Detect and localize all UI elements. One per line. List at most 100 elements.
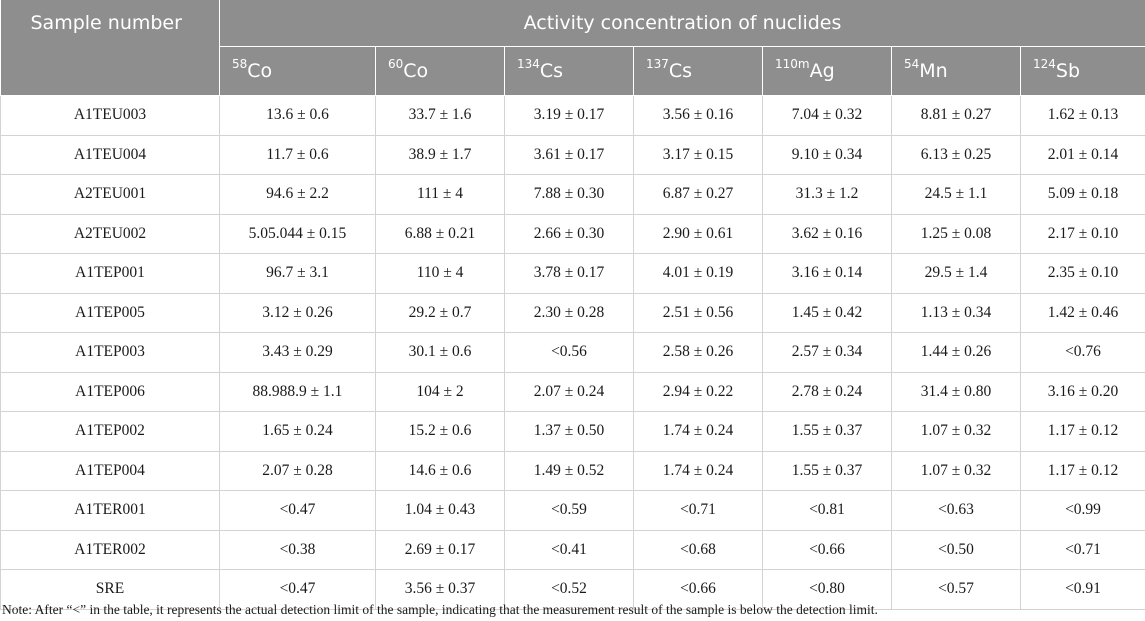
activity-value-cell: 9.10 ± 0.34 (762, 134, 892, 175)
activity-value-cell: <0.59 (504, 490, 634, 531)
element-symbol: Mn (919, 60, 948, 82)
activity-value-cell: 3.56 ± 0.37 (375, 569, 505, 610)
activity-value-cell: 3.16 ± 0.20 (1020, 371, 1145, 412)
sample-number-cell: A2TEU001 (0, 174, 220, 215)
element-symbol: Sb (1055, 60, 1081, 82)
activity-value-cell: 6.87 ± 0.27 (633, 174, 763, 215)
activity-value-cell: 1.25 ± 0.08 (891, 213, 1021, 254)
activity-value-cell: 3.56 ± 0.16 (633, 95, 763, 136)
activity-value-cell: <0.38 (219, 529, 376, 570)
table-row: A2TEU002 5.05.044 ± 0.15 6.88 ± 0.21 2.66 ±… (0, 213, 1145, 254)
activity-value-cell: 2.35 ± 0.10 (1020, 253, 1145, 294)
activity-value-cell: 15.2 ± 0.6 (375, 411, 505, 452)
activity-value-cell: 110 ± 4 (375, 253, 505, 294)
activity-value-cell: 94.6 ± 2.2 (219, 174, 376, 215)
activity-value-cell: <0.52 (504, 569, 634, 610)
activity-value-cell: 88.988.9 ± 1.1 (219, 371, 376, 412)
activity-value-cell: <0.47 (219, 569, 376, 610)
sample-number-cell: A1TEP002 (0, 411, 220, 452)
element-symbol: Cs (539, 60, 564, 82)
activity-value-cell: 104 ± 2 (375, 371, 505, 412)
activity-value-cell: 2.51 ± 0.56 (633, 292, 763, 333)
table-row: A1TEP006 88.988.9 ± 1.1 104 ± 2 2.07 ± 0.24… (0, 371, 1145, 412)
table-row: A1TEP005 3.12 ± 0.26 29.2 ± 0.7 2.30 ± 0.28… (0, 292, 1145, 333)
mass-number: 134 (517, 57, 540, 71)
activity-value-cell: <0.41 (504, 529, 634, 570)
activity-value-cell: <0.56 (504, 332, 634, 373)
activity-value-cell: 1.17 ± 0.12 (1020, 411, 1145, 452)
element-symbol: Ag (809, 60, 835, 82)
sample-number-cell: A1TEP005 (0, 292, 220, 333)
nuclide-header: 54Mn (891, 46, 1021, 96)
activity-value-cell: 1.42 ± 0.46 (1020, 292, 1145, 333)
sample-number-cell: A2TEU002 (0, 213, 220, 254)
sample-number-cell: A1TEP006 (0, 371, 220, 412)
activity-value-cell: 8.81 ± 0.27 (891, 95, 1021, 136)
activity-value-cell: 2.66 ± 0.30 (504, 213, 634, 254)
table-note: Note: After “<” in the table, it represe… (2, 602, 878, 617)
activity-value-cell: <0.81 (762, 490, 892, 531)
nuclide-header: 60Co (375, 46, 505, 96)
activity-value-cell: 31.3 ± 1.2 (762, 174, 892, 215)
activity-value-cell: 5.09 ± 0.18 (1020, 174, 1145, 215)
activity-value-cell: 1.04 ± 0.43 (375, 490, 505, 531)
activity-value-cell: 1.55 ± 0.37 (762, 411, 892, 452)
activity-value-cell: 2.78 ± 0.24 (762, 371, 892, 412)
activity-value-cell: 14.6 ± 0.6 (375, 450, 505, 491)
activity-value-cell: 3.78 ± 0.17 (504, 253, 634, 294)
activity-concentration-header: Activity concentration of nuclides (219, 0, 1145, 47)
activity-value-cell: 1.44 ± 0.26 (891, 332, 1021, 373)
activity-value-cell: <0.71 (633, 490, 763, 531)
activity-value-cell: <0.71 (1020, 529, 1145, 570)
activity-value-cell: 1.17 ± 0.12 (1020, 450, 1145, 491)
activity-value-cell: 6.88 ± 0.21 (375, 213, 505, 254)
activity-value-cell: 1.74 ± 0.24 (633, 450, 763, 491)
activity-value-cell: 1.07 ± 0.32 (891, 411, 1021, 452)
activity-value-cell: 1.74 ± 0.24 (633, 411, 763, 452)
nuclide-header: 110mAg (762, 46, 892, 96)
activity-value-cell: 1.65 ± 0.24 (219, 411, 376, 452)
activity-value-cell: 7.04 ± 0.32 (762, 95, 892, 136)
nuclide-header: 137Cs (633, 46, 763, 96)
activity-value-cell: 2.57 ± 0.34 (762, 332, 892, 373)
mass-number: 60 (388, 57, 404, 71)
table-row: A1TER002 <0.38 2.69 ± 0.17 <0.41 <0.68 <0.66 <… (0, 529, 1145, 570)
element-symbol: Co (403, 60, 429, 82)
nuclide-header: 134Cs (504, 46, 634, 96)
sample-number-cell: A1TER001 (0, 490, 220, 531)
activity-value-cell: <0.76 (1020, 332, 1145, 373)
table-row: SRE <0.47 3.56 ± 0.37 <0.52 <0.66 <0.80 <0.57 <… (0, 569, 1145, 610)
activity-value-cell: 3.17 ± 0.15 (633, 134, 763, 175)
activity-value-cell: 38.9 ± 1.7 (375, 134, 505, 175)
mass-number: 58 (232, 57, 248, 71)
activity-value-cell: 2.30 ± 0.28 (504, 292, 634, 333)
sample-number-cell: A1TEP001 (0, 253, 220, 294)
activity-value-cell: 1.37 ± 0.50 (504, 411, 634, 452)
activity-value-cell: <0.47 (219, 490, 376, 531)
activity-value-cell: 7.88 ± 0.30 (504, 174, 634, 215)
activity-value-cell: 2.07 ± 0.28 (219, 450, 376, 491)
sample-number-cell: A1TEU004 (0, 134, 220, 175)
activity-value-cell: <0.66 (762, 529, 892, 570)
sample-number-cell: SRE (0, 569, 220, 610)
activity-value-cell: <0.57 (891, 569, 1021, 610)
activity-value-cell: 2.90 ± 0.61 (633, 213, 763, 254)
mass-number: 54 (904, 57, 920, 71)
activity-value-cell: 33.7 ± 1.6 (375, 95, 505, 136)
activity-value-cell: 2.58 ± 0.26 (633, 332, 763, 373)
activity-value-cell: 2.94 ± 0.22 (633, 371, 763, 412)
table-row: A1TEU003 13.6 ± 0.6 33.7 ± 1.6 3.19 ± 0.17 3… (0, 95, 1145, 136)
activity-value-cell: <0.50 (891, 529, 1021, 570)
activity-value-cell: 2.01 ± 0.14 (1020, 134, 1145, 175)
activity-value-cell: 3.16 ± 0.14 (762, 253, 892, 294)
table-row: A1TEP004 2.07 ± 0.28 14.6 ± 0.6 1.49 ± 0.52… (0, 450, 1145, 491)
table-row: A1TEP002 1.65 ± 0.24 15.2 ± 0.6 1.37 ± 0.50… (0, 411, 1145, 452)
table-body: A1TEU003 13.6 ± 0.6 33.7 ± 1.6 3.19 ± 0.17 3… (0, 95, 1145, 610)
activity-value-cell: 1.13 ± 0.34 (891, 292, 1021, 333)
activity-value-cell: <0.63 (891, 490, 1021, 531)
activity-value-cell: 2.69 ± 0.17 (375, 529, 505, 570)
activity-value-cell: 3.43 ± 0.29 (219, 332, 376, 373)
activity-value-cell: 2.17 ± 0.10 (1020, 213, 1145, 254)
table-row: A1TEP003 3.43 ± 0.29 30.1 ± 0.6 <0.56 2.58 ±… (0, 332, 1145, 373)
